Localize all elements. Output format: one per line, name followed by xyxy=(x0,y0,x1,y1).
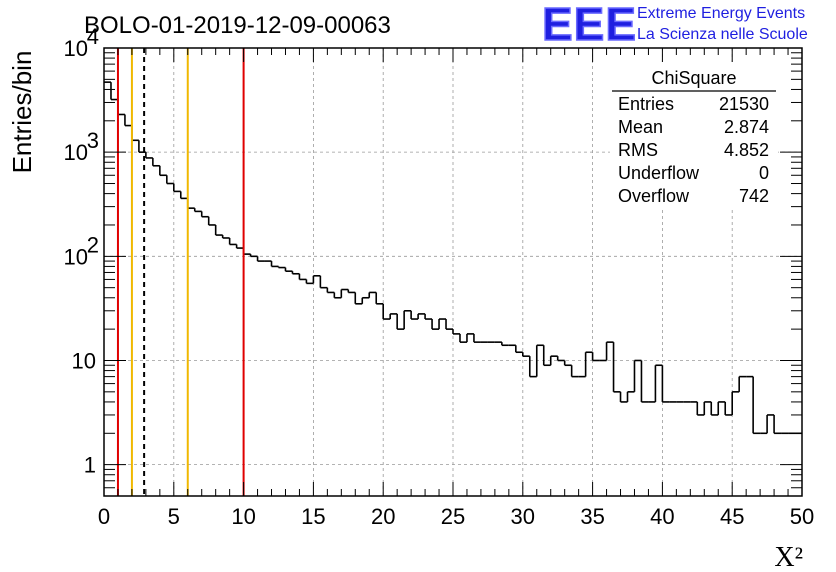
y-tick-label: 10 xyxy=(64,36,88,61)
x-tick-label: 30 xyxy=(511,504,535,529)
x-axis-title: X² xyxy=(774,542,803,572)
y-tick-label-exponent: 2 xyxy=(87,232,99,257)
y-tick-label: 1 xyxy=(84,453,96,478)
logo-line-2: La Scienza nelle Scuole xyxy=(637,26,808,43)
stats-title: ChiSquare xyxy=(651,68,736,88)
eee-logo: EEE xyxy=(542,0,637,50)
x-axis-ticks: 0 5 10 15 20 25 30 35 40 45 50 xyxy=(98,48,814,529)
x-tick-label: 0 xyxy=(98,504,110,529)
y-tick-label-exponent: 4 xyxy=(87,24,99,49)
x-tick-label: 5 xyxy=(168,504,180,529)
x-tick-label: 35 xyxy=(580,504,604,529)
y-tick-label-exponent: 3 xyxy=(87,128,99,153)
x-tick-label: 50 xyxy=(790,504,814,529)
x-tick-label: 45 xyxy=(720,504,744,529)
y-tick-label: 10 xyxy=(64,244,88,269)
reference-lines xyxy=(116,48,245,496)
x-tick-label: 20 xyxy=(371,504,395,529)
logo-line-1: Extreme Energy Events xyxy=(637,5,805,22)
stats-label: Entries xyxy=(618,94,674,114)
stats-box: ChiSquare Entries 21530 Mean 2.874 RMS 4.852 U… xyxy=(610,62,778,210)
x-tick-label: 25 xyxy=(441,504,465,529)
y-axis-title: Entries/bin xyxy=(7,51,37,174)
x-tick-label: 10 xyxy=(231,504,255,529)
stats-value: 2.874 xyxy=(724,117,769,137)
stats-value: 742 xyxy=(739,186,769,206)
stats-value: 21530 xyxy=(719,94,769,114)
stats-value: 4.852 xyxy=(724,140,769,160)
stats-label: Overflow xyxy=(618,186,690,206)
y-tick-label: 10 xyxy=(72,348,96,373)
x-tick-label: 40 xyxy=(650,504,674,529)
run-title: BOLO-01-2019-12-09-00063 xyxy=(84,12,391,39)
x-tick-label: 15 xyxy=(301,504,325,529)
stats-label: Mean xyxy=(618,117,663,137)
stats-label: RMS xyxy=(618,140,658,160)
stats-value: 0 xyxy=(759,163,769,183)
histogram-series xyxy=(104,81,802,435)
y-tick-label: 10 xyxy=(64,140,88,165)
stats-label: Underflow xyxy=(618,163,700,183)
